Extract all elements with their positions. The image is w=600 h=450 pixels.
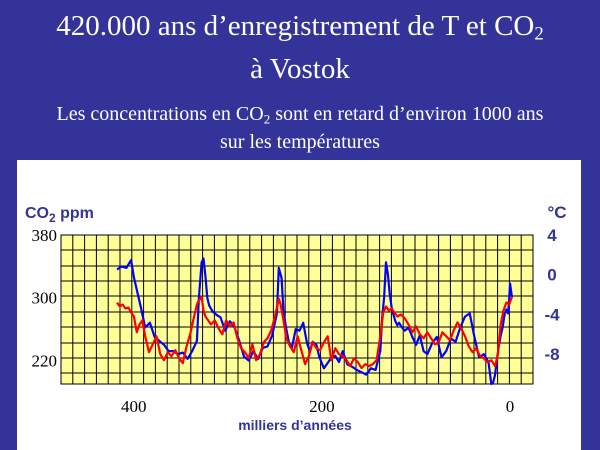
chart: CO2 ppm °C 380 300 220 4 0 -4 -8 400 200 0 millie… xyxy=(25,203,567,433)
ticks: 380 300 220 4 0 -4 -8 400 200 0 xyxy=(32,226,561,416)
left-tick-label: 380 xyxy=(32,226,58,245)
co2-series-line xyxy=(116,257,514,386)
page-title: 420.000 ans d’enregistrement de T et CO2 xyxy=(0,10,600,45)
x-tick-label: 200 xyxy=(309,397,335,416)
page-title-line2: à Vostok xyxy=(250,53,350,85)
subtitle-subscript: 2 xyxy=(263,111,271,127)
chart-panel: CO2 ppm °C 380 300 220 4 0 -4 -8 400 200 0 millie… xyxy=(17,160,581,450)
subtitle-line2: sur les températures xyxy=(220,131,380,153)
series-lines xyxy=(116,257,514,386)
grid xyxy=(61,235,533,384)
title-subscript: 2 xyxy=(534,23,544,45)
x-axis-label: milliers d’années xyxy=(238,417,352,433)
plot-border xyxy=(60,234,534,385)
temperature-series-line xyxy=(116,295,514,370)
right-tick-label: -4 xyxy=(544,306,560,325)
title-text: 420.000 ans d’enregistrement de T et CO xyxy=(56,10,535,42)
right-tick-label: 0 xyxy=(547,266,556,285)
subtitle-text-post: sont en retard d’environ 1000 ans xyxy=(270,103,544,125)
subtitle-text-pre: Les concentrations en CO xyxy=(56,103,264,125)
right-tick-label: -8 xyxy=(544,345,559,364)
left-tick-label: 300 xyxy=(32,289,58,308)
subtitle: Les concentrations en CO2 sont en retard… xyxy=(0,103,600,125)
right-axis-label: °C xyxy=(547,203,566,222)
left-axis-label: CO2 ppm xyxy=(25,205,94,225)
x-tick-label: 400 xyxy=(121,397,147,416)
left-tick-label: 220 xyxy=(32,352,58,371)
right-tick-label: 4 xyxy=(547,226,557,245)
x-tick-label: 0 xyxy=(506,397,515,416)
